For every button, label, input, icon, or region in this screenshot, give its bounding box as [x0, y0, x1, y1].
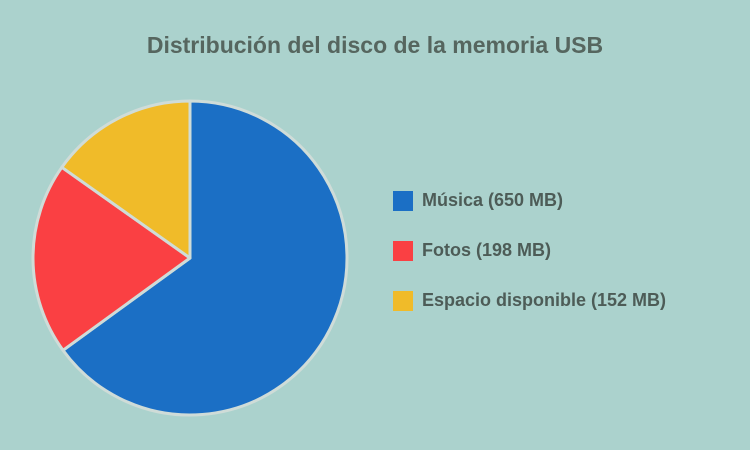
- legend-swatch: [393, 191, 413, 211]
- legend-swatch: [393, 241, 413, 261]
- pie-slice: [31, 165, 192, 352]
- pie-slice: [61, 99, 349, 417]
- legend-swatch: [393, 291, 413, 311]
- legend-label: Espacio disponible (152 MB): [422, 290, 666, 310]
- chart-title: Distribución del disco de la memoria USB: [147, 32, 603, 58]
- legend-label: Música (650 MB): [422, 190, 563, 210]
- pie-slice: [60, 99, 192, 260]
- legend-label: Fotos (198 MB): [422, 240, 551, 260]
